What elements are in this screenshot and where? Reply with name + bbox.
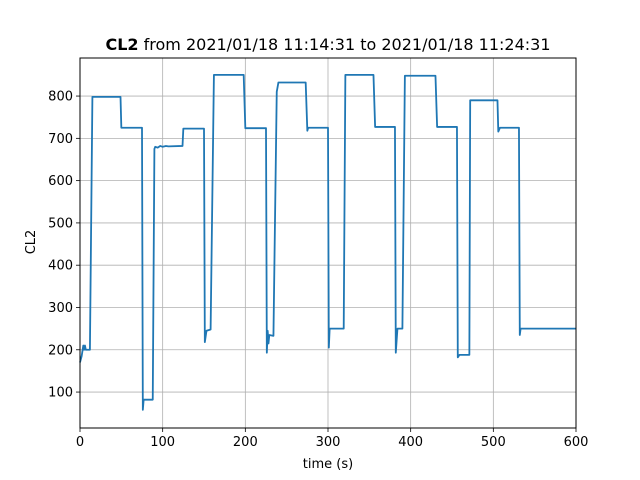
chart-title: CL2 from 2021/01/18 11:14:31 to 2021/01/… [105,35,550,54]
chart-title-rest: from 2021/01/18 11:14:31 to 2021/01/18 1… [144,35,551,54]
x-tick-label: 600 [564,435,589,450]
y-axis-ticks: 100 200 300 400 500 600 700 800 [48,90,80,401]
y-tick-label: 300 [48,301,73,316]
x-tick-label: 200 [233,435,258,450]
y-tick-label: 600 [48,174,73,189]
x-tick-label: 0 [76,435,84,450]
x-tick-label: 400 [398,435,423,450]
chart-title-bold: CL2 [105,35,138,54]
x-tick-label: 500 [481,435,506,450]
x-axis-ticks: 0 100 200 300 400 500 600 [76,428,589,450]
y-tick-label: 100 [48,386,73,401]
series-line [79,74,576,411]
y-tick-label: 700 [48,132,73,147]
x-tick-label: 100 [150,435,175,450]
y-tick-label: 800 [48,90,73,105]
series-layer [79,74,576,411]
y-tick-label: 400 [48,259,73,274]
x-tick-label: 300 [316,435,341,450]
y-tick-label: 200 [48,343,73,358]
x-axis-label: time (s) [303,457,353,472]
y-axis-label: CL2 [24,230,39,255]
y-tick-label: 500 [48,216,73,231]
